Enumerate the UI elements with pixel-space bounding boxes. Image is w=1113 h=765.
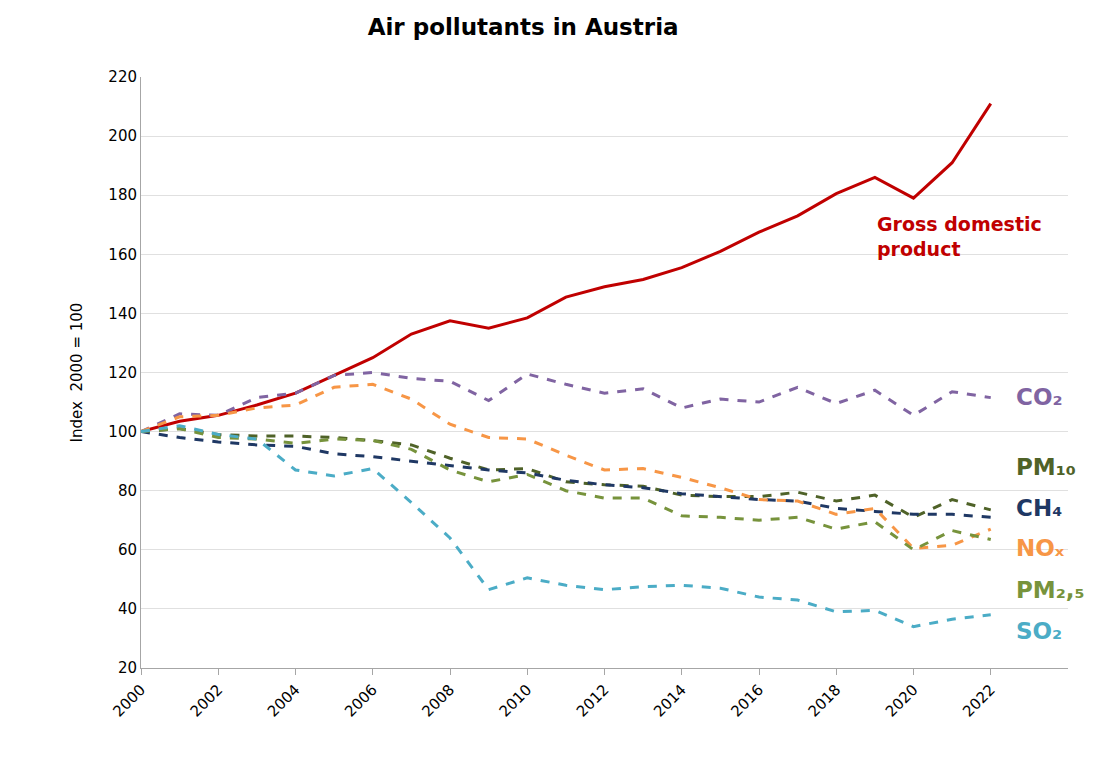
- svg-text:100: 100: [108, 423, 137, 441]
- svg-text:2006: 2006: [341, 681, 381, 721]
- svg-text:CH₄: CH₄: [1016, 495, 1062, 521]
- svg-text:2008: 2008: [418, 681, 458, 721]
- svg-text:2018: 2018: [805, 681, 845, 721]
- svg-text:2010: 2010: [496, 681, 536, 721]
- svg-text:2022: 2022: [959, 681, 999, 721]
- svg-text:20: 20: [118, 659, 137, 677]
- svg-text:2002: 2002: [187, 681, 227, 721]
- svg-text:PM₂,₅: PM₂,₅: [1016, 577, 1085, 603]
- svg-text:2020: 2020: [882, 681, 922, 721]
- svg-text:Index 2000 = 100: Index 2000 = 100: [68, 303, 86, 443]
- svg-text:2004: 2004: [264, 681, 304, 721]
- svg-text:40: 40: [118, 600, 137, 618]
- svg-text:NOₓ: NOₓ: [1016, 535, 1065, 561]
- svg-text:160: 160: [108, 246, 137, 264]
- svg-text:60: 60: [118, 541, 137, 559]
- svg-text:200: 200: [108, 127, 137, 145]
- svg-text:140: 140: [108, 305, 137, 323]
- svg-text:2014: 2014: [650, 681, 690, 721]
- svg-text:SO₂: SO₂: [1016, 618, 1062, 644]
- svg-text:CO₂: CO₂: [1016, 384, 1063, 410]
- svg-text:Gross domesticproduct: Gross domesticproduct: [877, 213, 1042, 260]
- svg-text:2012: 2012: [573, 681, 613, 721]
- svg-text:80: 80: [118, 482, 137, 500]
- svg-text:120: 120: [108, 364, 137, 382]
- svg-text:Air pollutants in Austria: Air pollutants in Austria: [368, 14, 679, 40]
- svg-text:180: 180: [108, 186, 137, 204]
- svg-text:2016: 2016: [727, 681, 767, 721]
- svg-text:220: 220: [108, 68, 137, 86]
- svg-text:2000: 2000: [109, 681, 149, 721]
- svg-text:PM₁₀: PM₁₀: [1016, 454, 1076, 480]
